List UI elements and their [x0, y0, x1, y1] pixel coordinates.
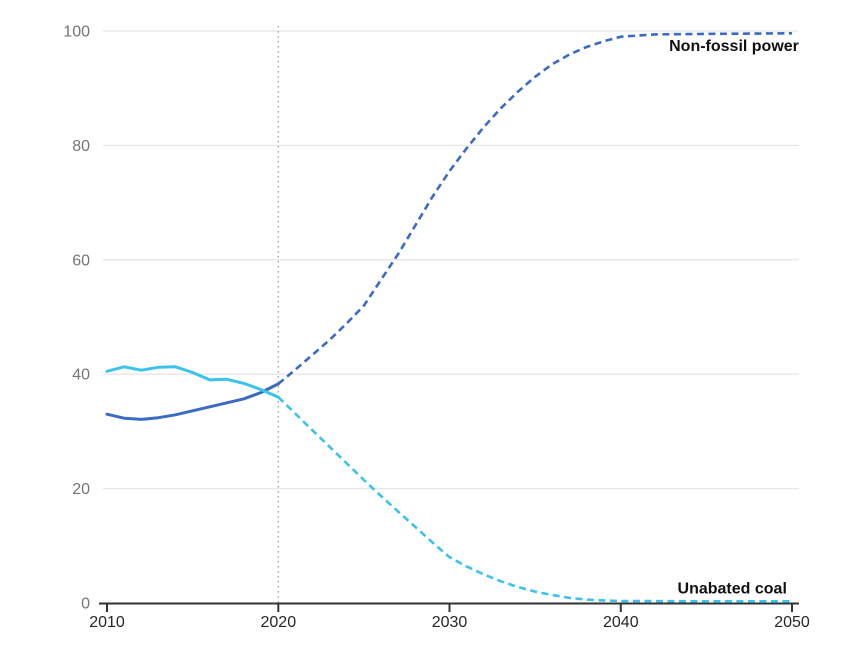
y-tick-label-60: 60 — [72, 252, 90, 269]
x-tick-label-2020: 2020 — [261, 614, 297, 631]
non-fossil-power-projection-line — [277, 32, 793, 385]
y-tick-label-80: 80 — [72, 138, 90, 155]
x-tick-label-2050: 2050 — [774, 614, 810, 631]
unabated-coal-projection-line — [277, 396, 792, 603]
y-tick-label-0: 0 — [81, 596, 90, 613]
y-tick-label-20: 20 — [72, 481, 90, 498]
x-tick-label-2040: 2040 — [603, 614, 639, 631]
non-fossil-power-label: Non-fossil power — [669, 38, 799, 55]
x-tick-label-2030: 2030 — [432, 614, 468, 631]
unabated-coal-label: Unabated coal — [678, 580, 787, 597]
non-fossil-power-history-line — [105, 382, 280, 421]
unabated-coal-history-line — [105, 365, 280, 399]
y-tick-label-40: 40 — [72, 367, 90, 384]
x-tick-label-2010: 2010 — [89, 614, 125, 631]
y-tick-label-100: 100 — [63, 24, 90, 41]
